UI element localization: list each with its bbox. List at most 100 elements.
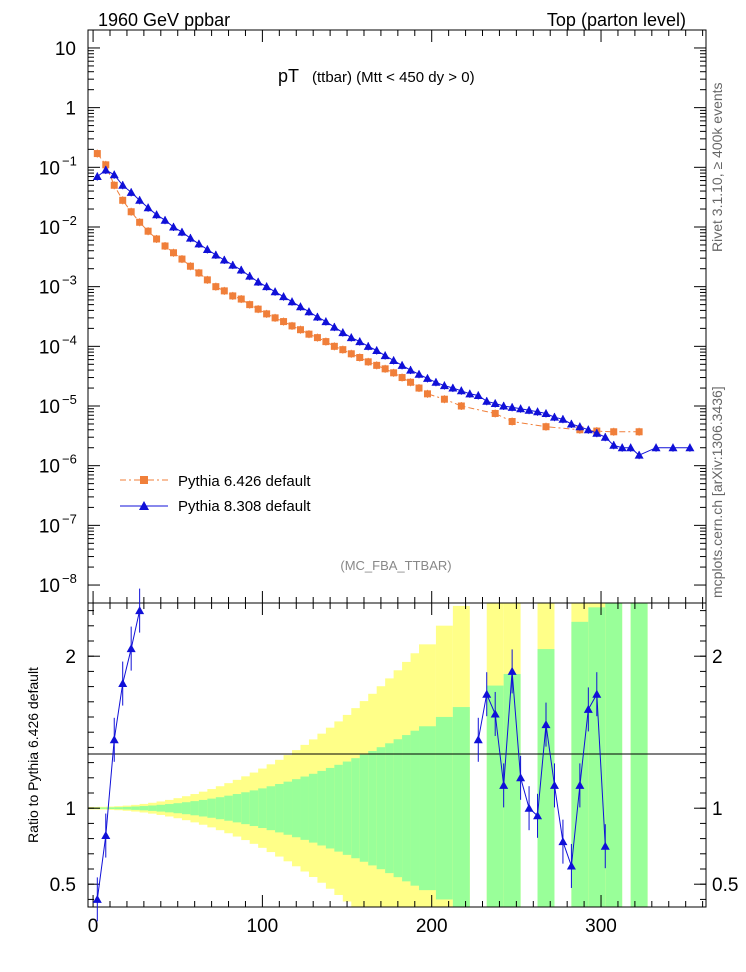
series-point-py6 bbox=[127, 208, 135, 216]
ratio-band-1sigma bbox=[452, 707, 470, 907]
ratio-point bbox=[118, 679, 128, 688]
series-point-py6 bbox=[457, 402, 465, 410]
main-ytick-label: 10 bbox=[39, 397, 60, 418]
ratio-point bbox=[516, 773, 526, 782]
main-ytick-label: 10 bbox=[39, 457, 60, 478]
series-point-py6 bbox=[110, 181, 118, 189]
series-point-py8 bbox=[355, 337, 365, 346]
series-point-py8 bbox=[126, 187, 136, 196]
legend-label-py8: Pythia 8.308 default bbox=[178, 498, 311, 515]
series-point-py8 bbox=[118, 180, 128, 189]
series-point-py8 bbox=[338, 328, 348, 337]
main-ytick-label: 10 bbox=[39, 576, 60, 597]
ratio-point bbox=[575, 780, 585, 789]
series-point-py6 bbox=[237, 295, 245, 303]
series-point-py8 bbox=[228, 260, 238, 269]
series-point-py6 bbox=[229, 292, 237, 300]
ratio-point bbox=[126, 644, 136, 653]
ratio-band-1sigma bbox=[588, 607, 606, 907]
series-point-py6 bbox=[271, 314, 279, 322]
series-point-py6 bbox=[542, 423, 550, 431]
ratio-band-1sigma bbox=[435, 716, 453, 900]
plot-title-main: pT bbox=[278, 66, 299, 86]
series-point-py8 bbox=[422, 373, 432, 382]
ratio-point bbox=[109, 735, 119, 744]
series-point-py8 bbox=[575, 422, 585, 431]
ratio-point bbox=[524, 803, 534, 812]
series-point-py8 bbox=[109, 170, 119, 179]
series-point-py8 bbox=[448, 383, 458, 392]
ratio-band-1sigma bbox=[173, 803, 191, 814]
series-point-py8 bbox=[160, 215, 170, 224]
main-ytick-exponent: −4 bbox=[62, 332, 77, 347]
series-point-py6 bbox=[364, 358, 372, 366]
series-point-py8 bbox=[414, 369, 424, 378]
ratio-ylabel: Ratio to Pythia 6.426 default bbox=[25, 667, 41, 843]
series-point-py8 bbox=[490, 399, 500, 408]
main-ytick-label: 10 bbox=[39, 218, 60, 239]
series-point-py8 bbox=[626, 443, 636, 452]
ratio-band-1sigma bbox=[630, 603, 648, 907]
series-point-py6 bbox=[186, 262, 194, 270]
series-point-py6 bbox=[415, 384, 423, 392]
series-point-py6 bbox=[330, 342, 338, 350]
x-tick-label: 300 bbox=[585, 916, 617, 937]
series-point-py8 bbox=[92, 172, 102, 181]
series-point-py6 bbox=[178, 255, 186, 263]
main-ytick-exponent: −3 bbox=[62, 273, 77, 288]
series-point-py8 bbox=[380, 351, 390, 360]
ratio-point bbox=[490, 709, 500, 718]
series-point-py6 bbox=[610, 428, 618, 436]
series-point-py8 bbox=[524, 405, 534, 414]
series-point-py8 bbox=[634, 450, 644, 459]
series-point-py6 bbox=[347, 350, 355, 358]
series-point-py6 bbox=[381, 365, 389, 373]
ratio-point bbox=[533, 811, 543, 820]
series-point-py8 bbox=[177, 227, 187, 236]
series-point-py6 bbox=[136, 218, 144, 226]
series-point-py8 bbox=[583, 425, 593, 434]
ratio-band-1sigma bbox=[537, 649, 555, 907]
series-point-py8 bbox=[389, 355, 399, 364]
series-point-py6 bbox=[398, 374, 406, 382]
series-point-py6 bbox=[203, 276, 211, 284]
ratio-point bbox=[558, 837, 568, 846]
series-point-py8 bbox=[185, 233, 195, 242]
series-point-py8 bbox=[651, 443, 661, 452]
ratio-band-1sigma bbox=[419, 726, 436, 891]
series-point-py6 bbox=[144, 227, 152, 235]
series-point-py6 bbox=[491, 409, 499, 417]
ratio-band-1sigma bbox=[605, 603, 623, 907]
ratio-point bbox=[549, 780, 559, 789]
series-point-py6 bbox=[195, 269, 203, 277]
ratio-point bbox=[101, 831, 111, 840]
series-point-py6 bbox=[305, 330, 313, 338]
series-point-py8 bbox=[135, 195, 145, 204]
ratio-ytick-label: 0.5 bbox=[50, 875, 76, 896]
series-point-py8 bbox=[262, 282, 272, 291]
ratio-ytick-label: 1 bbox=[65, 799, 76, 820]
series-point-py8 bbox=[499, 401, 509, 410]
main-ytick-label: 10 bbox=[39, 278, 60, 299]
main-ytick-exponent: −7 bbox=[62, 511, 77, 526]
ratio-point bbox=[507, 666, 517, 675]
series-point-py6 bbox=[119, 196, 127, 204]
ratio-point bbox=[541, 720, 551, 729]
series-point-py8 bbox=[169, 222, 179, 231]
series-point-py6 bbox=[153, 235, 161, 243]
series-point-py6 bbox=[390, 369, 398, 377]
ratio-point bbox=[600, 841, 610, 850]
series-point-py6 bbox=[635, 428, 643, 436]
series-point-py8 bbox=[465, 389, 475, 398]
series-point-py8 bbox=[507, 402, 517, 411]
series-point-py8 bbox=[668, 443, 678, 452]
main-ytick-exponent: −2 bbox=[62, 213, 77, 228]
ratio-panel: 0.5 0.5 1 1 2 2 0 100 200 300 Ratio to Pythia 6.… bbox=[25, 588, 738, 937]
series-point-py8 bbox=[482, 396, 492, 405]
ratio-point bbox=[473, 735, 483, 744]
legend-label-py6: Pythia 6.426 default bbox=[178, 473, 311, 490]
x-tick-label: 0 bbox=[88, 916, 99, 937]
series-point-py8 bbox=[253, 277, 263, 286]
ratio-point bbox=[92, 894, 102, 903]
series-point-py8 bbox=[397, 360, 407, 369]
